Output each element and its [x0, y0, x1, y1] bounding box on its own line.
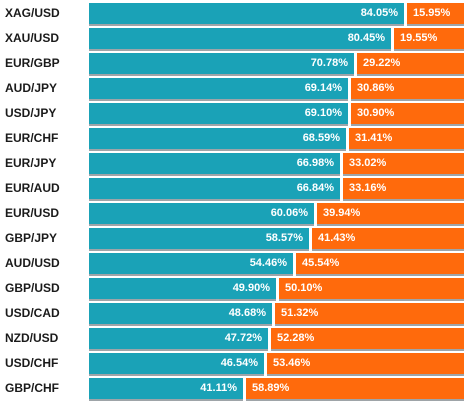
- long-bar: 54.46%: [89, 253, 293, 274]
- short-bar: 45.54%: [296, 253, 464, 274]
- pair-label: XAU/USD: [5, 31, 60, 45]
- short-bar: 15.95%: [407, 3, 464, 24]
- short-bar: 58.89%: [246, 378, 464, 399]
- pair-label: GBP/USD: [5, 281, 60, 295]
- short-bar: 33.02%: [343, 153, 464, 174]
- long-pct-label: 60.06%: [270, 207, 308, 219]
- bar-row: AUD/JPY 69.14% 30.86%: [0, 78, 472, 103]
- short-pct-label: 30.86%: [357, 82, 395, 94]
- long-bar: 84.05%: [89, 3, 404, 24]
- long-bar: 48.68%: [89, 303, 272, 324]
- short-pct-label: 53.46%: [273, 357, 311, 369]
- long-pct-label: 69.14%: [304, 82, 342, 94]
- long-pct-label: 49.90%: [232, 282, 270, 294]
- bar-row: XAU/USD 80.45% 19.55%: [0, 28, 472, 53]
- bar-row: EUR/CHF 68.59% 31.41%: [0, 128, 472, 153]
- pair-label: XAG/USD: [5, 6, 60, 20]
- long-bar: 41.11%: [89, 378, 243, 399]
- short-pct-label: 58.89%: [252, 382, 290, 394]
- pair-label: USD/CHF: [5, 356, 59, 370]
- short-pct-label: 31.41%: [355, 132, 393, 144]
- long-bar: 69.14%: [89, 78, 348, 99]
- long-pct-label: 66.84%: [296, 182, 334, 194]
- pair-label: EUR/JPY: [5, 156, 57, 170]
- long-bar: 66.98%: [89, 153, 340, 174]
- long-pct-label: 68.59%: [302, 132, 340, 144]
- long-pct-label: 70.78%: [310, 57, 348, 69]
- long-bar: 70.78%: [89, 53, 354, 74]
- long-bar: 66.84%: [89, 178, 340, 199]
- long-bar: 69.10%: [89, 103, 348, 124]
- long-bar: 46.54%: [89, 353, 264, 374]
- short-pct-label: 29.22%: [363, 57, 401, 69]
- pair-label: EUR/CHF: [5, 131, 59, 145]
- pair-label: USD/CAD: [5, 306, 60, 320]
- short-bar: 30.90%: [351, 103, 464, 124]
- pair-label: AUD/USD: [5, 256, 60, 270]
- short-pct-label: 19.55%: [400, 32, 438, 44]
- long-bar: 68.59%: [89, 128, 346, 149]
- long-pct-label: 47.72%: [224, 332, 262, 344]
- short-bar: 53.46%: [267, 353, 464, 374]
- long-pct-label: 48.68%: [228, 307, 266, 319]
- bar-row: USD/JPY 69.10% 30.90%: [0, 103, 472, 128]
- short-bar: 29.22%: [357, 53, 464, 74]
- bar-row: EUR/AUD 66.84% 33.16%: [0, 178, 472, 203]
- bar-row: NZD/USD 47.72% 52.28%: [0, 328, 472, 353]
- pair-label: AUD/JPY: [5, 81, 58, 95]
- short-bar: 19.55%: [394, 28, 464, 49]
- bar-row: EUR/GBP 70.78% 29.22%: [0, 53, 472, 78]
- pair-label: GBP/JPY: [5, 231, 58, 245]
- short-pct-label: 33.02%: [349, 157, 387, 169]
- long-bar: 80.45%: [89, 28, 391, 49]
- short-pct-label: 41.43%: [318, 232, 356, 244]
- short-pct-label: 51.32%: [281, 307, 319, 319]
- short-pct-label: 30.90%: [357, 107, 395, 119]
- pair-label: EUR/AUD: [5, 181, 60, 195]
- short-pct-label: 50.10%: [285, 282, 323, 294]
- short-bar: 50.10%: [279, 278, 464, 299]
- short-pct-label: 39.94%: [323, 207, 361, 219]
- bar-row: AUD/USD 54.46% 45.54%: [0, 253, 472, 278]
- short-bar: 39.94%: [317, 203, 464, 224]
- pair-label: USD/JPY: [5, 106, 57, 120]
- long-pct-label: 84.05%: [360, 7, 398, 19]
- short-bar: 41.43%: [312, 228, 464, 249]
- long-pct-label: 54.46%: [249, 257, 287, 269]
- long-pct-label: 46.54%: [220, 357, 258, 369]
- short-pct-label: 52.28%: [277, 332, 315, 344]
- short-bar: 30.86%: [351, 78, 464, 99]
- pair-label: EUR/USD: [5, 206, 60, 220]
- short-bar: 31.41%: [349, 128, 464, 149]
- bar-row: EUR/USD 60.06% 39.94%: [0, 203, 472, 228]
- bar-row: GBP/JPY 58.57% 41.43%: [0, 228, 472, 253]
- long-pct-label: 66.98%: [296, 157, 334, 169]
- short-pct-label: 15.95%: [413, 7, 451, 19]
- bar-row: EUR/JPY 66.98% 33.02%: [0, 153, 472, 178]
- bar-row: USD/CHF 46.54% 53.46%: [0, 353, 472, 378]
- long-pct-label: 41.11%: [200, 382, 237, 394]
- pair-label: GBP/CHF: [5, 381, 59, 395]
- pair-label: NZD/USD: [5, 331, 59, 345]
- long-pct-label: 80.45%: [347, 32, 385, 44]
- short-bar: 51.32%: [275, 303, 464, 324]
- pair-label: EUR/GBP: [5, 56, 60, 70]
- long-pct-label: 69.10%: [304, 107, 342, 119]
- long-bar: 58.57%: [89, 228, 309, 249]
- bar-row: GBP/CHF 41.11% 58.89%: [0, 378, 472, 403]
- bar-row: XAG/USD 84.05% 15.95%: [0, 3, 472, 28]
- long-bar: 60.06%: [89, 203, 314, 224]
- short-pct-label: 45.54%: [302, 257, 340, 269]
- short-bar: 33.16%: [343, 178, 464, 199]
- long-bar: 47.72%: [89, 328, 268, 349]
- bar-row: USD/CAD 48.68% 51.32%: [0, 303, 472, 328]
- long-bar: 49.90%: [89, 278, 276, 299]
- short-bar: 52.28%: [271, 328, 464, 349]
- bar-row: GBP/USD 49.90% 50.10%: [0, 278, 472, 303]
- short-pct-label: 33.16%: [349, 182, 387, 194]
- long-pct-label: 58.57%: [265, 232, 303, 244]
